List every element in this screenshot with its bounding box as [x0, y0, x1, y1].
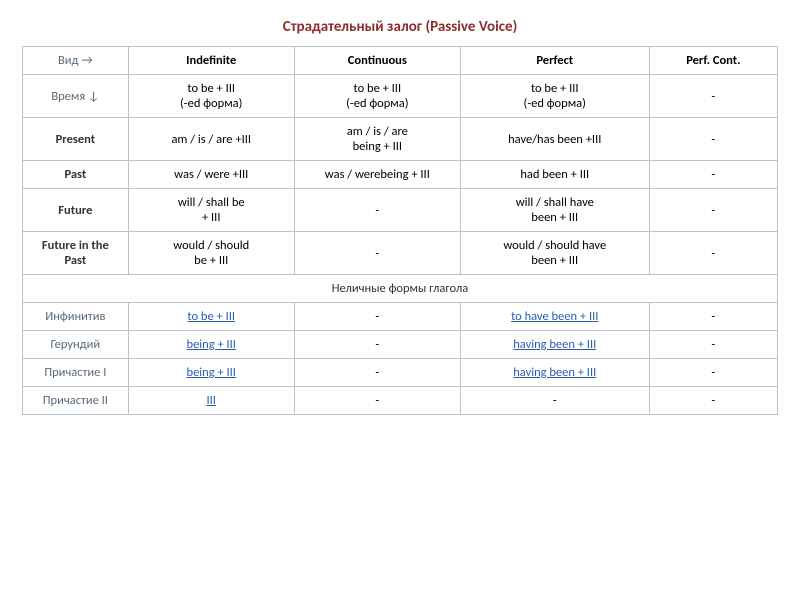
cell: being + III: [128, 359, 294, 387]
row-label: Future in thePast: [23, 232, 129, 275]
table-row: Past was / were +III was / werebeing + I…: [23, 161, 778, 189]
table-row: Герундий being + III - having been + III…: [23, 331, 778, 359]
row-label: Present: [23, 118, 129, 161]
tense-label: Время ↓: [23, 75, 129, 118]
cell: -: [294, 303, 460, 331]
cell: -: [294, 189, 460, 232]
table-row: Present am / is / are +III am / is / are…: [23, 118, 778, 161]
formula-indef: to be + III(-ed форма): [128, 75, 294, 118]
page-title: Страдательный залог (Passive Voice): [22, 18, 778, 36]
cell: am / is / arebeing + III: [294, 118, 460, 161]
cell: -: [649, 161, 777, 189]
cell: -: [649, 303, 777, 331]
row-label: Future: [23, 189, 129, 232]
header-row-aspect: Вид → Indefinite Continuous Perfect Perf…: [23, 47, 778, 75]
cell: to have been + III: [460, 303, 649, 331]
cell: would / should havebeen + III: [460, 232, 649, 275]
cell: III: [128, 387, 294, 415]
row-label: Причастие II: [23, 387, 129, 415]
row-label: Past: [23, 161, 129, 189]
col-continuous: Continuous: [294, 47, 460, 75]
cell: -: [649, 359, 777, 387]
col-indefinite: Indefinite: [128, 47, 294, 75]
table-row: Future will / shall be+ III - will / sha…: [23, 189, 778, 232]
row-label: Инфинитив: [23, 303, 129, 331]
link-text[interactable]: having been + III: [513, 365, 596, 380]
table-row: Причастие II III - - -: [23, 387, 778, 415]
col-perfect: Perfect: [460, 47, 649, 75]
cell: -: [649, 189, 777, 232]
cell: having been + III: [460, 359, 649, 387]
cell: will / shall havebeen + III: [460, 189, 649, 232]
cell: had been + III: [460, 161, 649, 189]
link-text[interactable]: III: [207, 393, 216, 408]
row-label: Причастие I: [23, 359, 129, 387]
cell: -: [294, 331, 460, 359]
cell: -: [649, 232, 777, 275]
passive-voice-table: Вид → Indefinite Continuous Perfect Perf…: [22, 46, 778, 415]
cell: having been + III: [460, 331, 649, 359]
row-label: Герундий: [23, 331, 129, 359]
cell: was / were +III: [128, 161, 294, 189]
aspect-label: Вид →: [23, 47, 129, 75]
link-text[interactable]: to be + III: [187, 309, 235, 324]
link-text[interactable]: having been + III: [513, 337, 596, 352]
formula-perf: to be + III(-ed форма): [460, 75, 649, 118]
cell: -: [294, 232, 460, 275]
cell: am / is / are +III: [128, 118, 294, 161]
cell: -: [294, 387, 460, 415]
header-row-tense: Время ↓ to be + III(-ed форма) to be + I…: [23, 75, 778, 118]
cell: -: [649, 331, 777, 359]
link-text[interactable]: being + III: [187, 365, 236, 380]
cell: to be + III: [128, 303, 294, 331]
cell: was / werebeing + III: [294, 161, 460, 189]
section-label: Неличные формы глагола: [23, 275, 778, 303]
cell: -: [294, 359, 460, 387]
cell: -: [649, 387, 777, 415]
link-text[interactable]: being + III: [187, 337, 236, 352]
cell: have/has been +III: [460, 118, 649, 161]
cell: being + III: [128, 331, 294, 359]
cell: -: [460, 387, 649, 415]
cell: would / shouldbe + III: [128, 232, 294, 275]
col-perf-cont: Perf. Cont.: [649, 47, 777, 75]
link-text[interactable]: to have been + III: [511, 309, 598, 324]
section-row: Неличные формы глагола: [23, 275, 778, 303]
table-row: Причастие I being + III - having been + …: [23, 359, 778, 387]
cell: -: [649, 118, 777, 161]
formula-perfcont: -: [649, 75, 777, 118]
formula-cont: to be + III(-ed форма): [294, 75, 460, 118]
cell: will / shall be+ III: [128, 189, 294, 232]
table-row: Инфинитив to be + III - to have been + I…: [23, 303, 778, 331]
table-row: Future in thePast would / shouldbe + III…: [23, 232, 778, 275]
